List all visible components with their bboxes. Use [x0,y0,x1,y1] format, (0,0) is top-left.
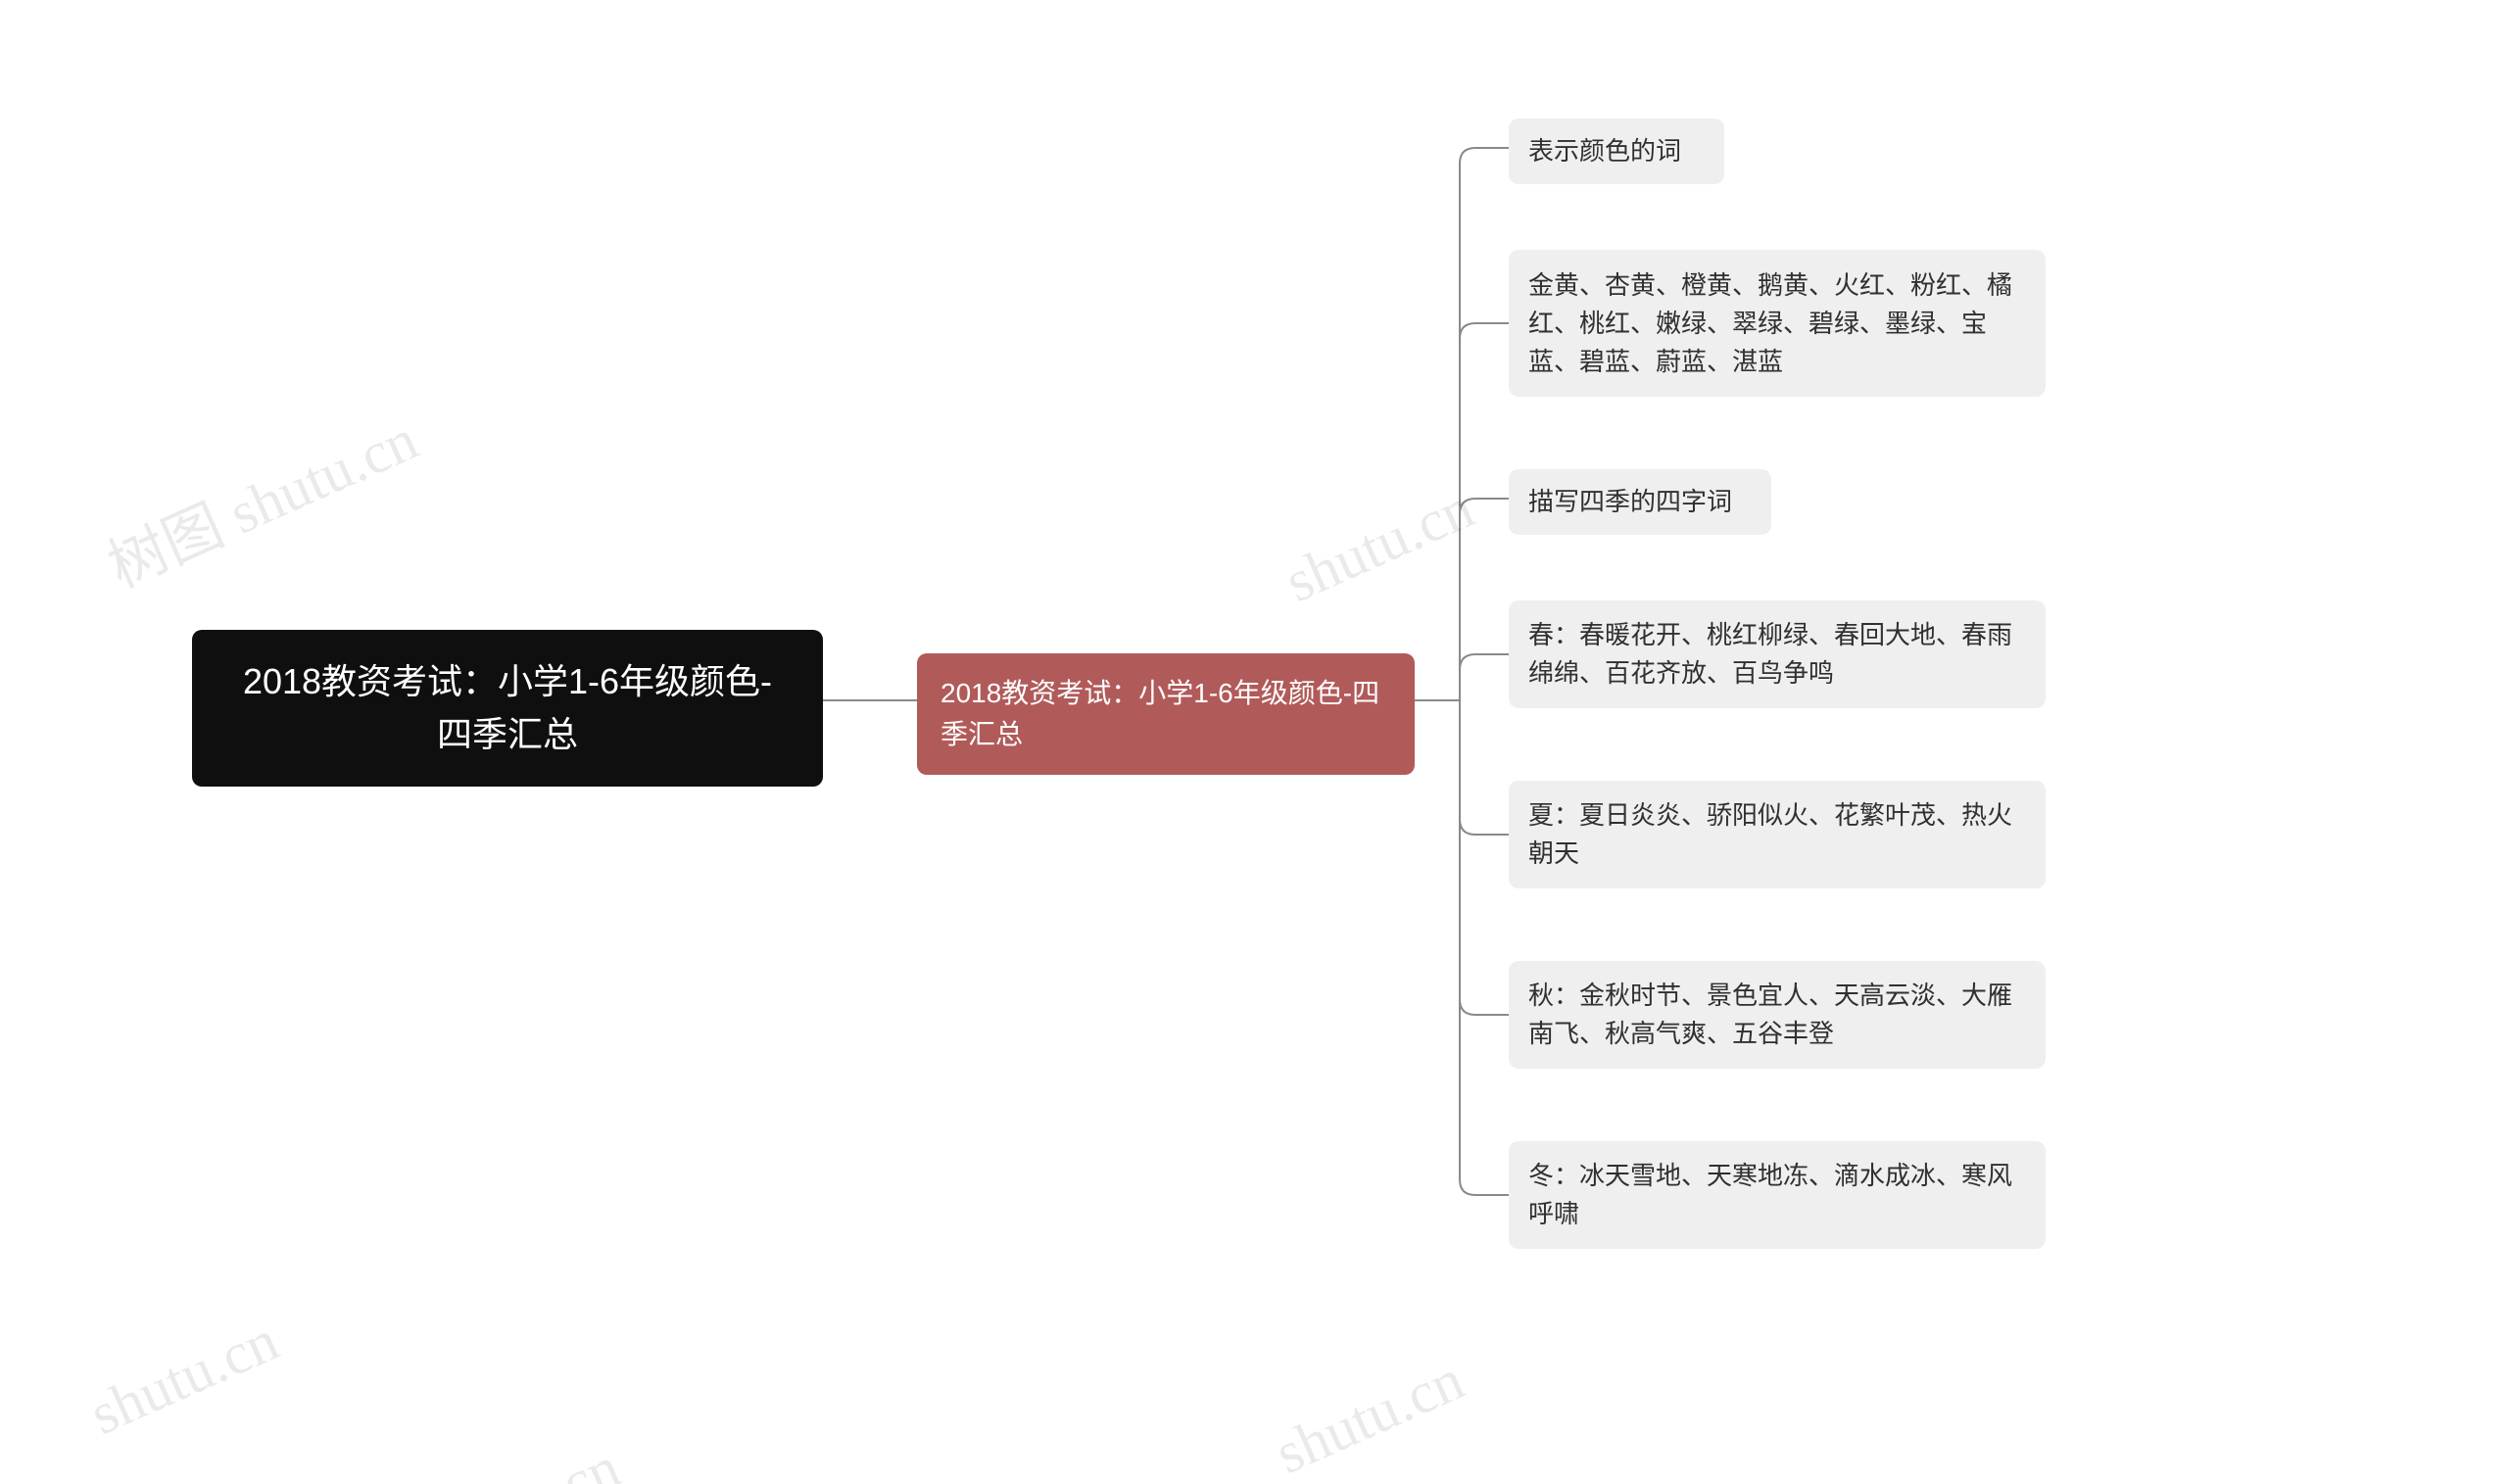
leaf-node-5[interactable]: 秋：金秋时节、景色宜人、天高云淡、大雁南飞、秋高气爽、五谷丰登 [1509,961,2046,1069]
watermark: 树图 shutu.cn [93,393,429,604]
watermark: shutu.cn [1276,474,1483,616]
leaf-node-4[interactable]: 夏：夏日炎炎、骄阳似火、花繁叶茂、热火朝天 [1509,781,2046,888]
root-label: 2018教资考试：小学1-6年级颜色-四季汇总 [225,655,790,761]
leaf-label: 春：春暖花开、桃红柳绿、春回大地、春雨绵绵、百花齐放、百鸟争鸣 [1528,616,2026,693]
leaf-label: 表示颜色的词 [1528,132,1681,170]
watermark: shutu.cn [80,1307,288,1449]
leaf-node-3[interactable]: 春：春暖花开、桃红柳绿、春回大地、春雨绵绵、百花齐放、百鸟争鸣 [1509,600,2046,708]
leaf-label: 秋：金秋时节、景色宜人、天高云淡、大雁南飞、秋高气爽、五谷丰登 [1528,977,2026,1053]
leaf-node-2[interactable]: 描写四季的四字词 [1509,469,1771,535]
leaf-node-6[interactable]: 冬：冰天雪地、天寒地冻、滴水成冰、寒风呼啸 [1509,1141,2046,1249]
leaf-label: 冬：冰天雪地、天寒地冻、滴水成冰、寒风呼啸 [1528,1157,2026,1233]
watermark: shutu.cn [1266,1346,1473,1484]
mindmap-canvas: 2018教资考试：小学1-6年级颜色-四季汇总 2018教资考试：小学1-6年级… [0,0,2508,1484]
leaf-node-1[interactable]: 金黄、杏黄、橙黄、鹅黄、火红、粉红、橘红、桃红、嫩绿、翠绿、碧绿、墨绿、宝蓝、碧… [1509,250,2046,397]
watermark: hutu.cn [443,1433,630,1484]
root-node[interactable]: 2018教资考试：小学1-6年级颜色-四季汇总 [192,630,823,787]
leaf-label: 夏：夏日炎炎、骄阳似火、花繁叶茂、热火朝天 [1528,796,2026,873]
leaf-label: 描写四季的四字词 [1528,483,1732,521]
sub-label: 2018教资考试：小学1-6年级颜色-四季汇总 [940,673,1391,755]
leaf-label: 金黄、杏黄、橙黄、鹅黄、火红、粉红、橘红、桃红、嫩绿、翠绿、碧绿、墨绿、宝蓝、碧… [1528,266,2026,381]
leaf-node-0[interactable]: 表示颜色的词 [1509,119,1724,184]
sub-node[interactable]: 2018教资考试：小学1-6年级颜色-四季汇总 [917,653,1415,775]
